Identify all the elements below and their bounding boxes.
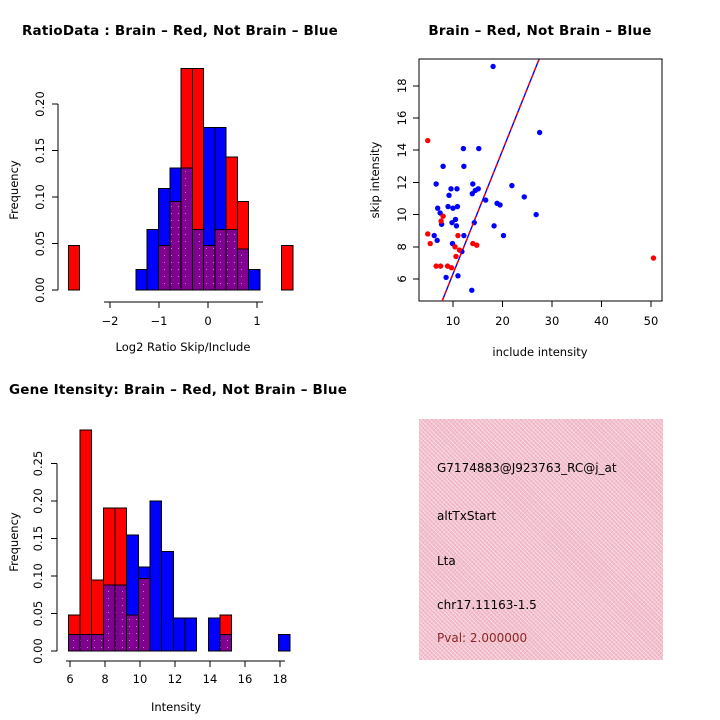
event-type-text: altTxStart: [437, 509, 497, 523]
ratio-histogram-ylabel: Frequency: [7, 160, 21, 220]
svg-text:12: 12: [168, 672, 183, 686]
svg-text:0.05: 0.05: [31, 601, 45, 627]
scatter-points: [425, 63, 657, 293]
svg-text:0.25: 0.25: [31, 451, 45, 477]
svg-text:14: 14: [203, 672, 218, 686]
svg-text:18: 18: [273, 672, 288, 686]
info-panel: G7174883@J923763_RC@j_at altTxStart Lta …: [419, 419, 663, 660]
svg-text:6: 6: [66, 672, 73, 686]
gene-histogram-xlabel: Intensity: [150, 700, 202, 714]
svg-text:16: 16: [238, 672, 253, 686]
svg-text:12: 12: [395, 175, 409, 190]
gene_intensity_histogram-bars: [67, 429, 291, 652]
scatter-xlabel: include intensity: [492, 345, 588, 359]
intensity-scatter-plot: 10 20 30 40 50 6 8 10 12 14 16 18: [395, 58, 663, 328]
svg-text:0.15: 0.15: [33, 138, 47, 164]
svg-text:18: 18: [395, 78, 409, 93]
gene-name-text: Lta: [437, 554, 456, 568]
svg-text:0.15: 0.15: [31, 526, 45, 552]
svg-text:8: 8: [395, 243, 409, 250]
probe-id-text: G7174883@J923763_RC@j_at: [437, 461, 617, 475]
svg-text:10: 10: [395, 207, 409, 222]
svg-text:0.05: 0.05: [33, 231, 47, 257]
svg-text:−1: −1: [151, 314, 168, 328]
ratio-histogram-plot: 0.00 0.05 0.10 0.15 0.20 −2 −1 0 1: [33, 68, 294, 328]
svg-text:0.10: 0.10: [31, 563, 45, 589]
ratio_histogram-bars: [67, 68, 294, 291]
svg-text:0.10: 0.10: [33, 184, 47, 210]
svg-text:10: 10: [446, 314, 461, 328]
svg-text:6: 6: [395, 275, 409, 282]
svg-text:30: 30: [545, 314, 560, 328]
svg-text:−2: −2: [102, 314, 119, 328]
ratio-histogram-title: RatioData : Brain – Red, Not Brain – Blu…: [21, 23, 339, 39]
gene-histogram-title: Gene Itensity: Brain – Red, Not Brain – …: [8, 382, 348, 398]
svg-text:16: 16: [395, 111, 409, 126]
svg-text:0.00: 0.00: [33, 277, 47, 303]
svg-text:0: 0: [204, 314, 211, 328]
svg-text:1: 1: [253, 314, 260, 328]
svg-text:0.20: 0.20: [33, 91, 47, 117]
ratio-histogram-xlabel: Log2 Ratio Skip/Include: [115, 340, 251, 354]
locus-text: chr17.11163-1.5: [437, 598, 537, 612]
gene-histogram-ylabel: Frequency: [7, 512, 21, 572]
svg-text:10: 10: [133, 672, 148, 686]
svg-text:50: 50: [644, 314, 659, 328]
svg-text:20: 20: [495, 314, 510, 328]
svg-text:0.20: 0.20: [31, 488, 45, 514]
pvalue-text: Pval: 2.000000: [437, 631, 528, 645]
gene-histogram-plot: 0.00 0.05 0.10 0.15 0.20 0.25 6 8 10 12 14 16 18: [31, 429, 291, 686]
svg-text:14: 14: [395, 143, 409, 158]
scatter-ylabel: skip intensity: [368, 141, 382, 219]
svg-text:0.00: 0.00: [31, 638, 45, 664]
scatter-title: Brain – Red, Not Brain – Blue: [428, 23, 652, 39]
svg-text:8: 8: [101, 672, 108, 686]
svg-text:40: 40: [594, 314, 609, 328]
